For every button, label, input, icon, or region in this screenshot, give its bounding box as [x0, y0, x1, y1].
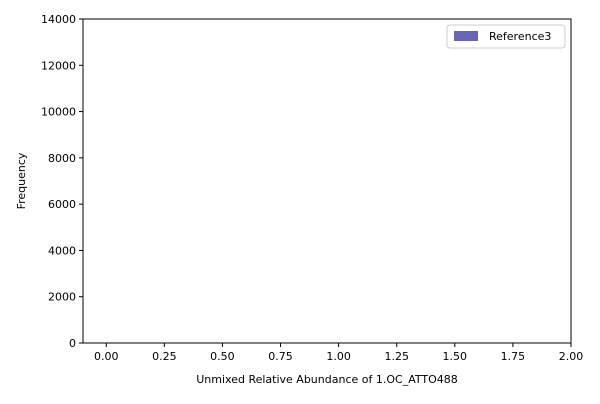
legend: Reference3 — [447, 25, 565, 48]
y-tick-label: 4000 — [48, 244, 76, 257]
legend-label-reference3: Reference3 — [489, 30, 551, 43]
y-tick-label: 14000 — [41, 13, 76, 26]
y-tick-label: 6000 — [48, 198, 76, 211]
y-axis-label: Frequency — [15, 152, 28, 209]
x-axis: 0.00 0.25 0.50 0.75 1.00 1.25 1.50 1.75 2.00 — [94, 343, 583, 363]
x-tick-label: 1.75 — [501, 350, 526, 363]
x-tick-label: 2.00 — [559, 350, 584, 363]
x-tick-label: 1.25 — [384, 350, 409, 363]
x-tick-label: 0.75 — [268, 350, 293, 363]
y-axis: 0 2000 4000 6000 8000 10000 12000 14000 — [41, 13, 83, 350]
x-tick-label: 1.00 — [326, 350, 351, 363]
y-tick-label: 0 — [69, 337, 76, 350]
x-axis-label: Unmixed Relative Abundance of 1.OC_ATTO4… — [196, 373, 458, 386]
y-tick-label: 10000 — [41, 106, 76, 119]
x-tick-label: 0.00 — [94, 350, 119, 363]
x-tick-label: 1.50 — [443, 350, 468, 363]
legend-swatch-reference3 — [454, 31, 478, 41]
y-tick-label: 12000 — [41, 59, 76, 72]
y-tick-label: 8000 — [48, 152, 76, 165]
plot-area — [83, 19, 571, 343]
x-tick-label: 0.50 — [210, 350, 235, 363]
y-tick-label: 2000 — [48, 291, 76, 304]
x-tick-label: 0.25 — [152, 350, 177, 363]
